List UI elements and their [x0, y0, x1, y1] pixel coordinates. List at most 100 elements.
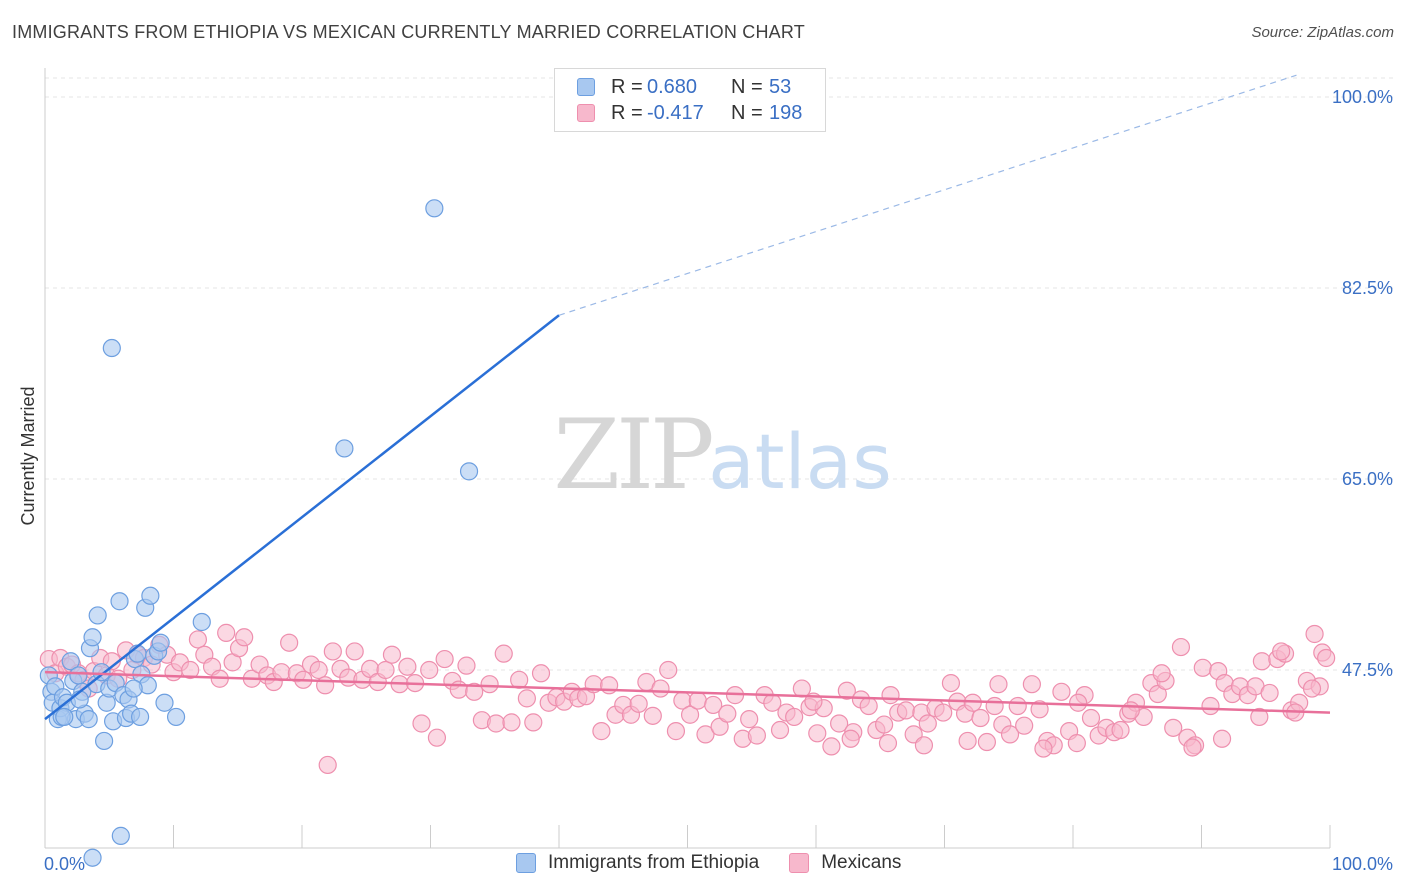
mexican-point: [181, 660, 200, 680]
y-tick-label: 82.5%: [1342, 278, 1393, 298]
y-tick-label: 47.5%: [1342, 660, 1393, 680]
mexican-point: [971, 708, 990, 728]
mexican-point: [1260, 683, 1279, 703]
ethiopia-point: [79, 710, 98, 729]
n-value: 198: [769, 101, 803, 124]
mexican-point: [881, 686, 900, 705]
chart-title: IMMIGRANTS FROM ETHIOPIA VS MEXICAN CURR…: [12, 22, 805, 42]
ethiopia-point: [425, 199, 444, 218]
mexican-point: [382, 645, 402, 664]
mexican-point: [1111, 720, 1130, 740]
mexican-point: [1272, 642, 1291, 661]
watermark-zip: ZIP: [553, 399, 712, 511]
ethiopia-point: [88, 606, 107, 625]
mexican-point: [502, 713, 521, 732]
mexican-point: [875, 715, 894, 734]
mexican-point: [345, 642, 364, 661]
ethiopia-trend-extension: [558, 74, 1297, 316]
mexican-point: [977, 732, 997, 752]
n-label: N =: [731, 75, 763, 98]
mexican-point: [989, 675, 1008, 694]
mexican-point: [217, 623, 236, 642]
y-axis-title: Currently Married: [18, 386, 38, 525]
mexican-point: [1252, 652, 1271, 671]
mexican-point: [318, 755, 337, 775]
mexican-point: [486, 714, 506, 733]
mexican-point: [841, 729, 860, 748]
stats-legend: R = 0.680 N = 53 R = -0.417 N = 198: [554, 68, 826, 132]
mexican-point: [1201, 696, 1220, 716]
ethiopia-point: [61, 652, 80, 671]
mexican-point: [878, 734, 898, 753]
ethiopia-swatch: [516, 853, 536, 873]
mexican-point: [659, 660, 678, 680]
mexican-point: [592, 722, 611, 741]
ethiopia-swatch: [577, 78, 595, 96]
ethiopia-point: [335, 439, 354, 458]
mexican-point: [934, 703, 953, 722]
mexican-point: [427, 728, 447, 747]
mexican-point: [480, 675, 499, 694]
mexican-point: [770, 720, 790, 740]
gridlines: [45, 77, 1395, 671]
mexican-point: [808, 724, 827, 743]
ethiopia-point: [124, 679, 143, 698]
y-tick-label: 100.0%: [1332, 87, 1393, 107]
mexican-point: [859, 696, 878, 716]
mexican-point: [412, 714, 431, 733]
tick-labels: 100.0% 82.5% 65.0% 47.5% 0.0% 100.0%: [44, 87, 1393, 874]
mexican-point: [822, 737, 841, 756]
mexican-point: [1121, 701, 1140, 720]
y-tick-label: 65.0%: [1342, 469, 1393, 489]
ethiopia-points: [39, 199, 479, 867]
watermark: ZIP atlas: [553, 399, 891, 511]
n-value: 53: [769, 75, 792, 98]
ethiopia-point: [141, 586, 160, 605]
mexican-point: [785, 707, 804, 727]
mexican-point: [666, 722, 686, 741]
mexican-point: [651, 679, 670, 698]
mexican-point: [1317, 648, 1336, 668]
mexican-point: [1008, 696, 1027, 716]
mexican-point: [837, 681, 856, 700]
mexican-point: [376, 660, 395, 680]
mexican-point: [680, 705, 700, 724]
trend-lines: [44, 74, 1331, 721]
ethiopia-point: [83, 628, 102, 647]
ethiopia-point: [166, 707, 186, 727]
ethiopia-point: [155, 693, 174, 712]
ethiopia-point: [55, 707, 74, 727]
mexican-point: [457, 656, 476, 675]
ethiopia-point: [192, 612, 211, 632]
ethiopia-point: [102, 338, 121, 358]
mexican-point: [524, 713, 543, 732]
legend-row-mexicans: R = -0.417 N = 198: [577, 100, 802, 126]
mexican-point: [1000, 725, 1020, 744]
legend-item-ethiopia[interactable]: Immigrants from Ethiopia: [516, 852, 759, 874]
ethiopia-point: [459, 462, 479, 481]
mexican-point: [1164, 718, 1183, 737]
x-tick-label: 100.0%: [1332, 854, 1393, 874]
mexican-point: [643, 706, 662, 725]
mexican-point: [896, 701, 916, 720]
mexican-point: [1069, 693, 1088, 712]
mexican-point: [398, 657, 417, 676]
mexican-point: [1212, 729, 1232, 748]
mexican-point: [517, 689, 536, 708]
ethiopia-trend-line: [44, 314, 560, 721]
mexican-point: [918, 714, 937, 733]
x-tick-label: 0.0%: [44, 854, 85, 874]
ethiopia-point: [151, 633, 170, 652]
mexican-point: [494, 644, 513, 663]
mexican-point: [280, 633, 299, 652]
mexicans-swatch: [577, 104, 595, 122]
mexican-point: [465, 682, 484, 701]
legend-row-ethiopia: R = 0.680 N = 53: [577, 74, 791, 100]
mexican-point: [830, 714, 849, 733]
r-label: R =: [611, 75, 643, 98]
mexican-point: [1034, 739, 1053, 758]
ethiopia-point: [69, 666, 88, 685]
legend-item-mexicans[interactable]: Mexicans: [789, 852, 901, 874]
mexican-point: [316, 676, 335, 695]
